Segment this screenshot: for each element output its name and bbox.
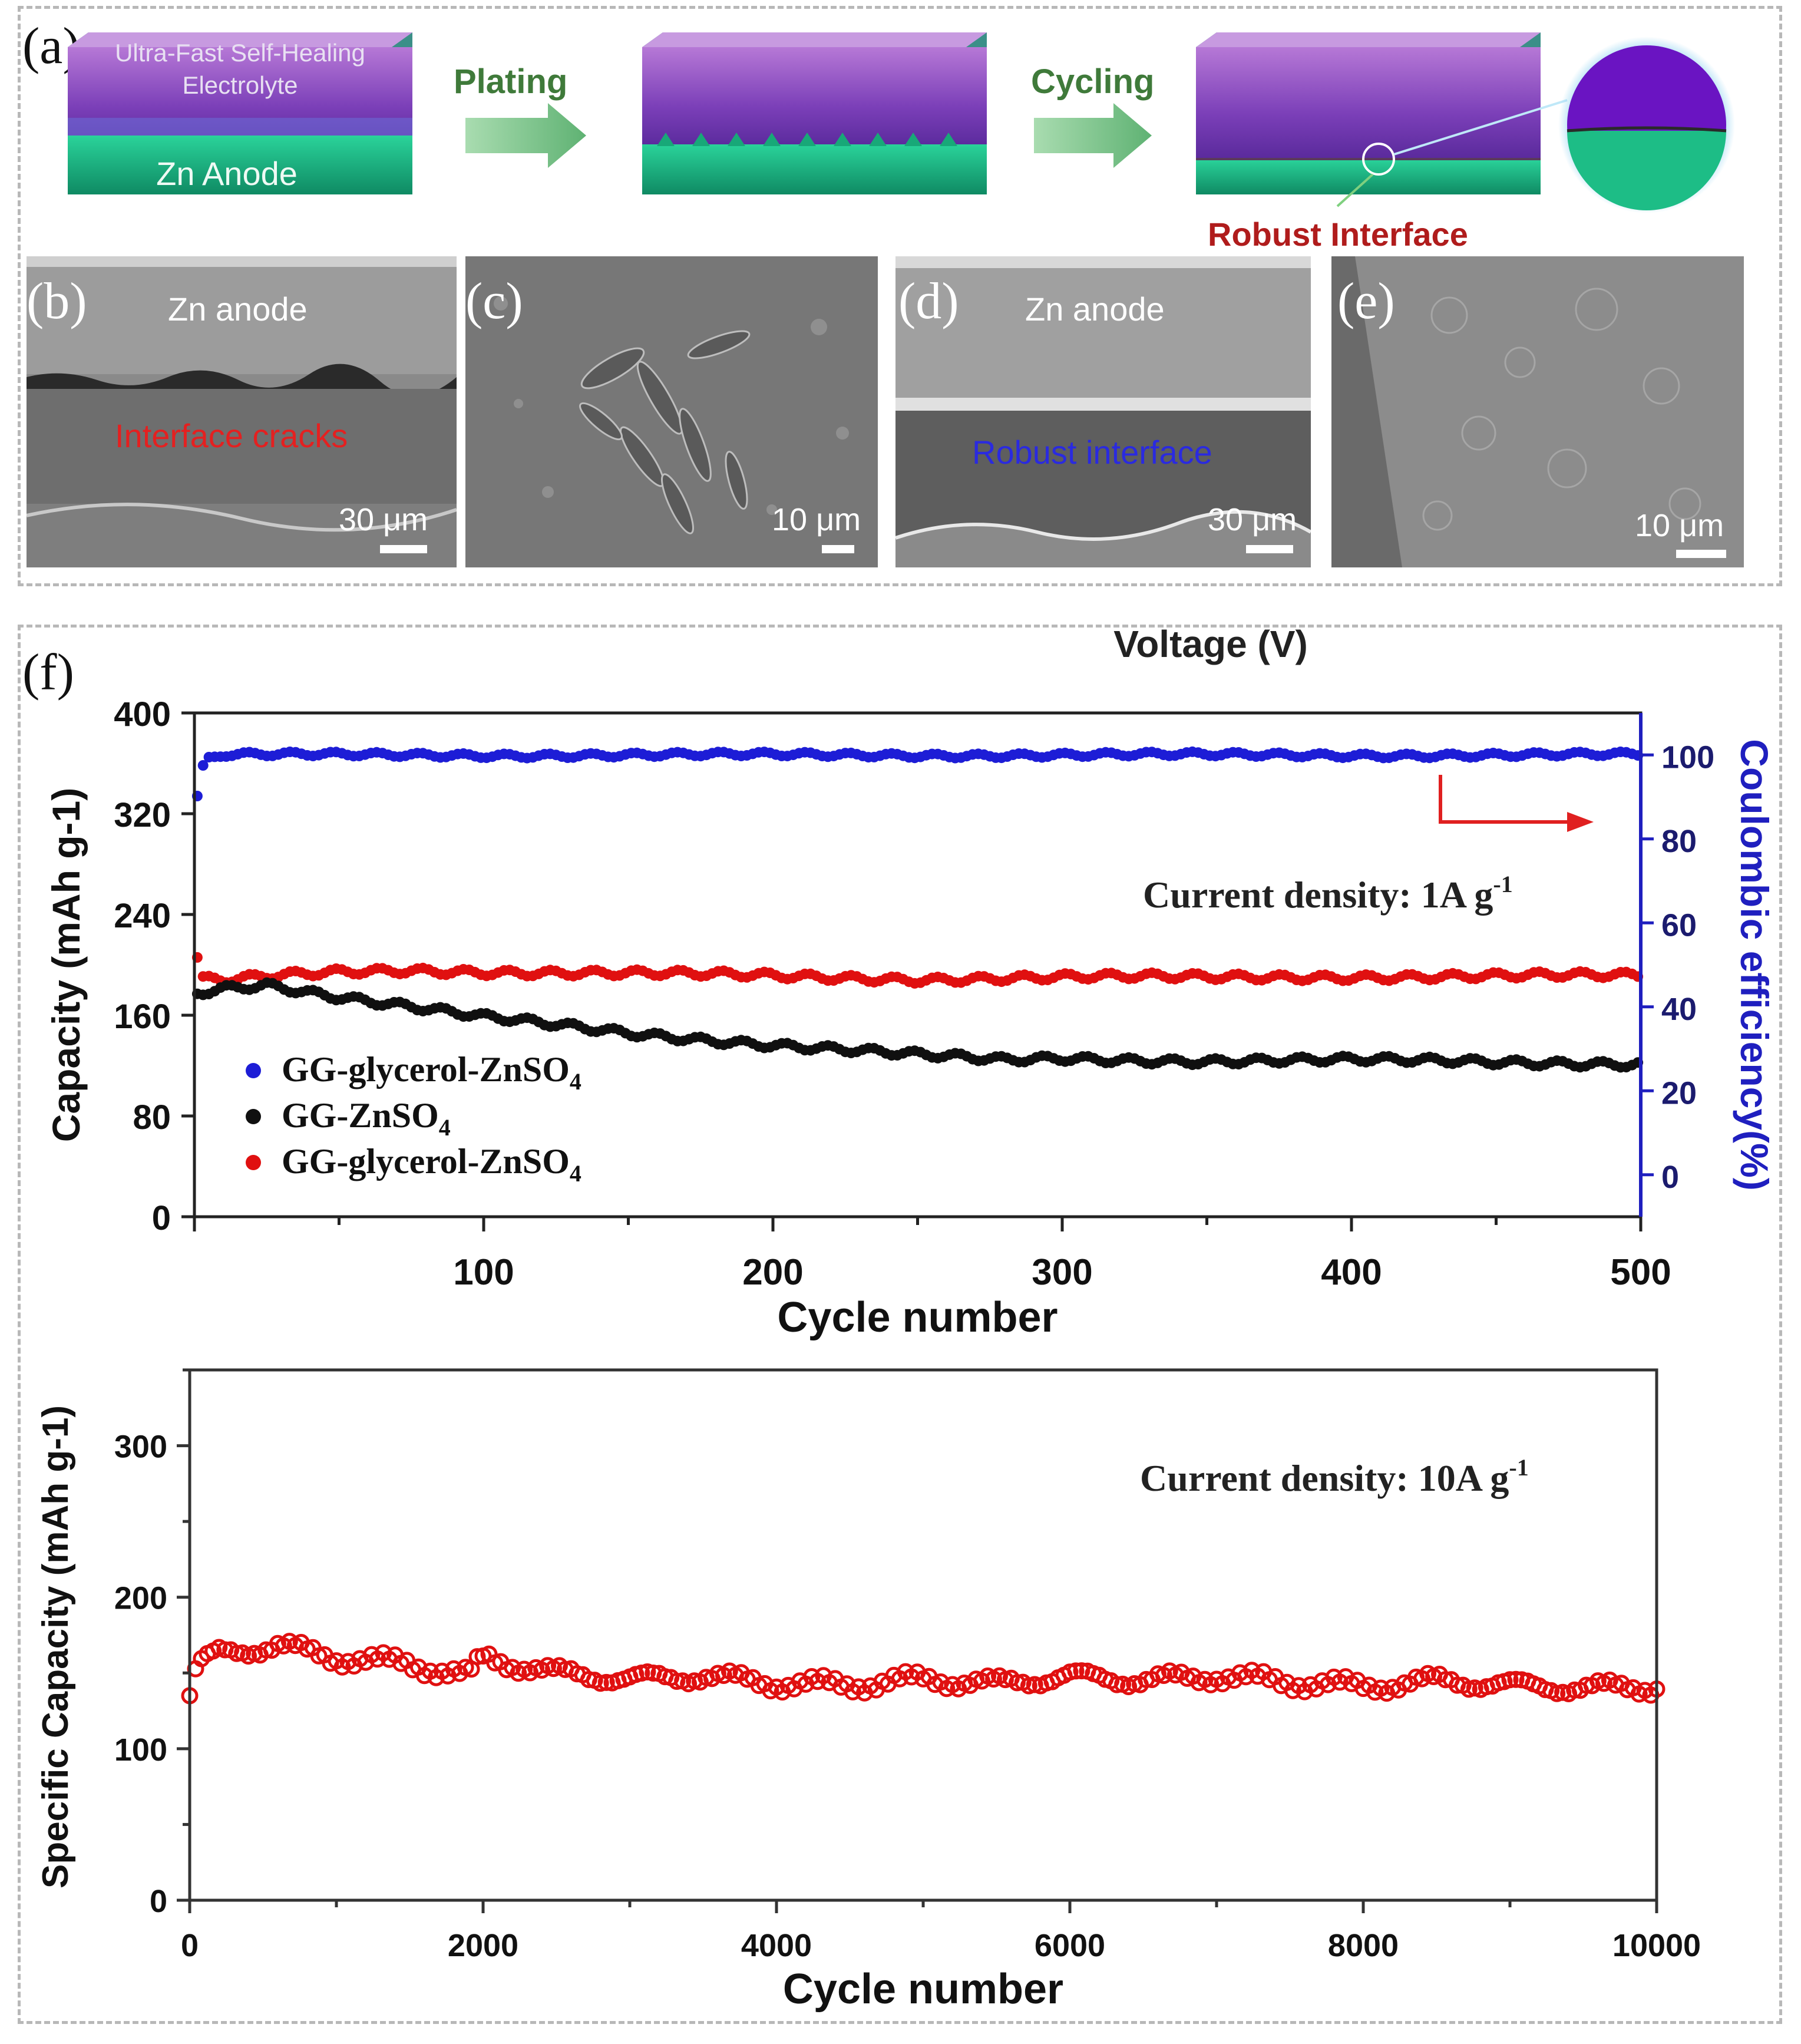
sem-e-scale-bar bbox=[1676, 550, 1726, 558]
chart-f: (f) Voltage (V)100 200 300 400 50008016024032… bbox=[22, 625, 1776, 1341]
sem-c-scale-label: 10 μm bbox=[772, 502, 861, 537]
plating-label: Plating bbox=[454, 62, 568, 101]
y-right-tick-label: 100 bbox=[1661, 739, 1714, 775]
y-right-axis-title: Coulombic efficiency(%) bbox=[1733, 739, 1776, 1190]
sem-e-scale-label: 10 μm bbox=[1635, 508, 1724, 543]
x-tick-label: 500 bbox=[1610, 1252, 1671, 1293]
block-electrolyte-anode bbox=[68, 32, 412, 194]
block-cycling bbox=[1196, 32, 1568, 207]
panel-label-c: (c) bbox=[465, 273, 523, 330]
series-capacity bbox=[181, 1633, 1665, 1705]
sem-b-top-label: Zn anode bbox=[168, 290, 308, 328]
y-tick-label: 200 bbox=[114, 1581, 167, 1616]
data-point bbox=[668, 1673, 686, 1690]
y-left-tick-label: 80 bbox=[133, 1098, 171, 1137]
x-tick-label: 2000 bbox=[448, 1928, 518, 1963]
x-tick-label: 200 bbox=[742, 1252, 803, 1293]
y-left-tick-label: 240 bbox=[114, 897, 171, 935]
bottom-figure-frame bbox=[18, 625, 1782, 2024]
legend-label: GG-ZnSO4 bbox=[282, 1096, 451, 1141]
electrolyte-label: Ultra-Fast Self-Healing Electrolyte bbox=[115, 39, 365, 99]
x-tick-label: 10000 bbox=[1612, 1928, 1701, 1963]
data-point bbox=[228, 1645, 246, 1662]
panel-label-d: (d) bbox=[898, 273, 959, 330]
y-right-tick-label: 60 bbox=[1661, 907, 1697, 943]
arrowhead-icon bbox=[1567, 812, 1594, 832]
cycling-label: Cycling bbox=[1031, 62, 1155, 101]
x-tick-label: 400 bbox=[1321, 1252, 1382, 1293]
x-tick-label: 6000 bbox=[1035, 1928, 1105, 1963]
data-point bbox=[1073, 1662, 1090, 1680]
data-point bbox=[1501, 1671, 1519, 1689]
schematic-illustration bbox=[68, 32, 1735, 213]
data-point bbox=[1008, 1674, 1026, 1692]
legend-marker bbox=[246, 1155, 261, 1170]
y-left-tick-label: 320 bbox=[114, 796, 171, 834]
x-tick-label: 0 bbox=[181, 1928, 199, 1963]
y-left-axis-title: Capacity (mAh g-1) bbox=[44, 788, 88, 1142]
data-point bbox=[468, 1648, 486, 1666]
panel-label-b: (b) bbox=[27, 273, 87, 330]
zn-anode-label: Zn Anode bbox=[156, 155, 298, 192]
zoom-circle-icon bbox=[1558, 37, 1735, 213]
legend-marker bbox=[246, 1109, 261, 1124]
legend-label: GG-glycerol-ZnSO4 bbox=[282, 1142, 581, 1187]
sem-image-b bbox=[27, 256, 457, 567]
x-tick-label: 300 bbox=[1032, 1252, 1092, 1293]
y-left-tick-label: 400 bbox=[114, 695, 171, 734]
data-point bbox=[1067, 1662, 1085, 1680]
sem-d-middle-label: Robust interface bbox=[972, 434, 1212, 471]
sem-d-top-label: Zn anode bbox=[1025, 290, 1165, 328]
legend-marker bbox=[246, 1063, 261, 1078]
y-right-tick-label: 20 bbox=[1661, 1075, 1697, 1111]
sem-b-scale-bar bbox=[380, 545, 427, 553]
sem-b-middle-label: Interface cracks bbox=[115, 417, 348, 454]
data-point bbox=[597, 1673, 615, 1691]
top-figure-frame bbox=[18, 6, 1782, 586]
sem-image-d bbox=[895, 256, 1311, 567]
current-density-annotation: Current density: 1A g-1 bbox=[1143, 871, 1513, 916]
panel-label-f: (f) bbox=[22, 644, 74, 701]
x-tick-label: 4000 bbox=[741, 1928, 812, 1963]
plot-frame bbox=[193, 711, 1643, 1219]
right-axis-arrow-icon bbox=[1439, 775, 1570, 824]
sem-c-scale-bar bbox=[822, 545, 854, 553]
legend-label: GG-glycerol-ZnSO4 bbox=[282, 1050, 581, 1095]
y-right-tick-label: 40 bbox=[1661, 992, 1697, 1027]
data-point bbox=[197, 760, 209, 771]
sem-image-c bbox=[465, 256, 878, 567]
sem-b-scale-label: 30 μm bbox=[339, 502, 428, 537]
y-right-tick-label: 80 bbox=[1661, 824, 1697, 859]
x-axis-title: Cycle number bbox=[783, 1966, 1063, 2013]
y-right-tick-label: 0 bbox=[1661, 1160, 1679, 1195]
chart-f-title: Voltage (V) bbox=[1113, 625, 1308, 665]
x-tick-label: 8000 bbox=[1328, 1928, 1399, 1963]
data-point bbox=[1507, 1670, 1525, 1688]
sem-image-e bbox=[1331, 256, 1744, 567]
x-tick-label: 100 bbox=[453, 1252, 514, 1293]
current-density-annotation: Current density: 10A g-1 bbox=[1140, 1454, 1529, 1499]
block-plating bbox=[642, 32, 987, 194]
y-axis-title: Specific Capacity (mAh g-1) bbox=[35, 1405, 76, 1888]
y-tick-label: 0 bbox=[150, 1884, 167, 1919]
y-tick-label: 100 bbox=[114, 1732, 167, 1768]
y-left-tick-label: 160 bbox=[114, 998, 171, 1036]
series-0 bbox=[191, 746, 1644, 801]
y-tick-label: 300 bbox=[114, 1429, 167, 1465]
series-1 bbox=[191, 977, 1644, 1073]
series-2 bbox=[191, 952, 1644, 989]
sem-d-scale-label: 30 μm bbox=[1208, 502, 1297, 537]
y-left-tick-label: 0 bbox=[152, 1199, 171, 1237]
sem-d-scale-bar bbox=[1246, 545, 1293, 553]
data-point bbox=[1108, 1676, 1126, 1693]
chart-g: (g)02000400060008000100000100200300Cycle… bbox=[35, 1368, 1701, 2013]
plot-frame bbox=[188, 1368, 1658, 1902]
data-point bbox=[591, 1675, 609, 1692]
x-axis-title: Cycle number bbox=[777, 1294, 1058, 1341]
panel-label-e: (e) bbox=[1337, 273, 1395, 330]
robust-interface-label: Robust Interface bbox=[1208, 216, 1468, 253]
